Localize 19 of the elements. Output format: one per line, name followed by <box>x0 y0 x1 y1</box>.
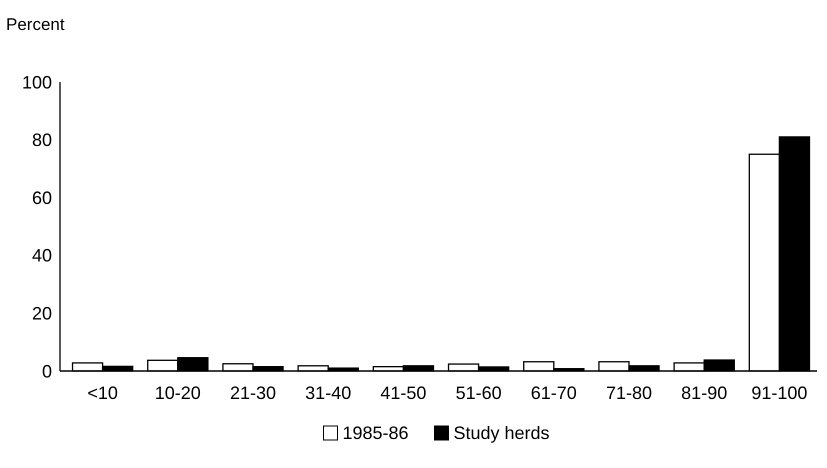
x-tick-label: 81-90 <box>681 383 728 403</box>
x-tick-label: 41-50 <box>380 383 426 403</box>
x-tick-label: 21-30 <box>230 383 276 403</box>
y-axis-title: Percent <box>6 15 65 34</box>
x-tick-label: 31-40 <box>305 383 352 403</box>
legend-label: 1985-86 <box>342 423 409 443</box>
x-tick-label: 61-70 <box>530 383 577 403</box>
x-tick-label: 71-80 <box>606 383 652 403</box>
y-tick-label: 80 <box>32 130 52 150</box>
y-tick-label: 60 <box>32 188 52 208</box>
y-tick-label: 0 <box>42 361 52 382</box>
y-tick-label: 100 <box>22 72 52 92</box>
y-tick-label: 40 <box>32 246 52 266</box>
x-tick-label: <10 <box>87 383 118 403</box>
x-tick-label: 51-60 <box>456 383 502 403</box>
x-tick-label: 10-20 <box>154 383 201 403</box>
x-tick-label: 91-100 <box>751 383 808 403</box>
legend-label: Study herds <box>454 423 550 443</box>
y-tick-label: 20 <box>32 304 52 324</box>
